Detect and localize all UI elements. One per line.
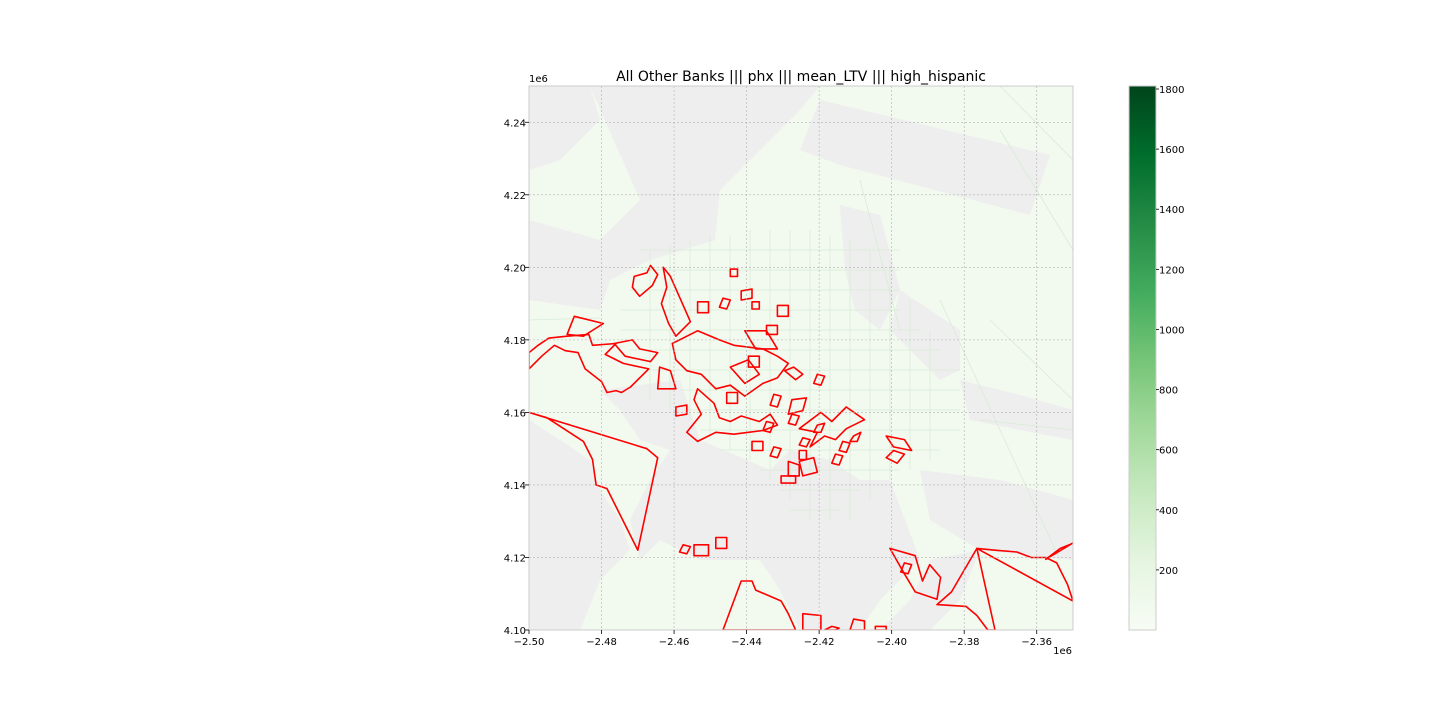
colorbar-tick-label: 1800 — [1159, 85, 1184, 96]
missing-area — [800, 100, 1050, 215]
y-tick-label: 4.16 — [504, 408, 526, 419]
highlight-tract — [613, 339, 659, 363]
highlight-tract — [812, 373, 826, 387]
highlight-tract — [718, 297, 732, 310]
highlight-tract — [751, 300, 761, 310]
highlight-tract — [823, 625, 840, 630]
y-axis: 4.10 4.12 4.14 4.16 4.18 4.20 4.22 4.24 — [504, 118, 529, 637]
colorbar: 200 400 600 800 1000 1200 1400 1600 1800 — [1128, 85, 1184, 631]
highlight-tract — [812, 422, 826, 434]
highlight-tract — [696, 300, 710, 314]
highlight-tract — [769, 393, 782, 408]
x-tick-label: −2.48 — [586, 637, 617, 648]
colorbar-tick-label: 200 — [1159, 566, 1178, 577]
x-axis-offset-label: 1e6 — [1053, 646, 1072, 657]
x-tick-label: −2.42 — [804, 637, 835, 648]
highlight-tracts — [529, 264, 1073, 630]
colorbar-tick-label: 800 — [1159, 386, 1178, 397]
highlight-tract — [769, 446, 782, 459]
missing-area — [960, 380, 1073, 440]
x-axis: −2.50 −2.48 −2.46 −2.44 −2.42 −2.40 −2.38 −2.36 — [514, 630, 1052, 648]
missing-area — [600, 380, 920, 630]
missing-area — [890, 290, 960, 380]
highlight-tract — [874, 625, 888, 630]
missing-area — [880, 550, 980, 630]
y-tick-label: 4.10 — [504, 626, 526, 637]
highlight-tract — [714, 536, 728, 550]
x-tick-label: −2.44 — [731, 637, 762, 648]
highlight-tract — [801, 612, 822, 630]
highlight-tract — [776, 304, 790, 318]
highlight-tract — [729, 268, 739, 278]
highlight-tract — [849, 618, 866, 630]
x-tick-label: −2.50 — [514, 637, 545, 648]
highlight-tract — [747, 355, 761, 368]
highlight-tract — [693, 543, 710, 557]
highlight-tract — [529, 333, 650, 394]
highlight-tract — [780, 475, 797, 484]
highlight-tract — [936, 547, 996, 630]
highlight-tract — [671, 329, 790, 397]
colorbar-tick-label: 1600 — [1159, 145, 1184, 156]
y-tick-label: 4.24 — [504, 118, 526, 129]
y-tick-label: 4.14 — [504, 481, 526, 492]
highlight-tract — [830, 453, 844, 466]
highlight-tract — [849, 431, 862, 443]
chart-title: All Other Banks ||| phx ||| mean_LTV |||… — [616, 69, 986, 85]
highlight-tract — [725, 391, 739, 405]
plot-frame — [528, 85, 1074, 631]
highlight-tract — [787, 460, 801, 477]
highlight-tract — [1045, 542, 1073, 561]
x-tick-label: −2.40 — [876, 637, 907, 648]
highlight-tract — [787, 413, 801, 426]
highlight-tract — [660, 266, 692, 338]
highlight-tract — [798, 449, 808, 461]
colorbar-gradient — [1128, 85, 1157, 631]
highlight-tract — [762, 420, 775, 434]
highlight-tract — [631, 264, 659, 298]
y-tick-label: 4.18 — [504, 336, 526, 347]
highlight-tract — [798, 456, 819, 477]
colorbar-tick-label: 400 — [1159, 506, 1178, 517]
x-tick-label: −2.38 — [949, 637, 980, 648]
highlight-tract — [889, 547, 942, 601]
highlight-tract — [740, 288, 753, 301]
highlight-tract — [743, 329, 779, 350]
highlight-tract — [899, 562, 913, 575]
highlight-tract — [675, 404, 688, 417]
highlight-tract — [729, 358, 761, 385]
x-tick-label: −2.46 — [659, 637, 690, 648]
colorbar-tick-label: 1200 — [1159, 265, 1184, 276]
highlight-tract — [566, 315, 605, 338]
map-plot-area — [528, 85, 1074, 631]
colorbar-tick-label: 1400 — [1159, 205, 1184, 216]
colorbar-tick-label: 1000 — [1159, 325, 1184, 336]
gridlines — [528, 86, 1073, 631]
highlight-tract — [787, 397, 808, 416]
y-tick-label: 4.20 — [504, 263, 526, 274]
colorbar-tick-label: 600 — [1159, 446, 1178, 457]
highlight-tract — [722, 580, 797, 630]
highlight-tract — [751, 440, 764, 452]
colorbar-ticks: 200 400 600 800 1000 1200 1400 1600 1800 — [1156, 85, 1184, 577]
missing-area — [920, 470, 1073, 560]
highlight-tract — [885, 435, 913, 452]
y-tick-label: 4.12 — [504, 553, 526, 564]
missing-area — [529, 420, 630, 630]
x-tick-label: −2.36 — [1021, 637, 1052, 648]
highlight-tract — [678, 543, 692, 555]
highlight-tract — [783, 366, 804, 381]
highlight-tract — [798, 436, 811, 448]
missing-area — [529, 86, 600, 170]
highlight-tract — [838, 440, 851, 454]
highlight-tract — [885, 449, 906, 465]
y-tick-label: 4.22 — [504, 191, 526, 202]
y-axis-offset-label: 1e6 — [529, 74, 548, 85]
base-layer — [529, 86, 1073, 630]
highlight-tract — [656, 366, 677, 390]
highlight-tract — [798, 406, 866, 448]
highlight-tract — [765, 324, 779, 336]
